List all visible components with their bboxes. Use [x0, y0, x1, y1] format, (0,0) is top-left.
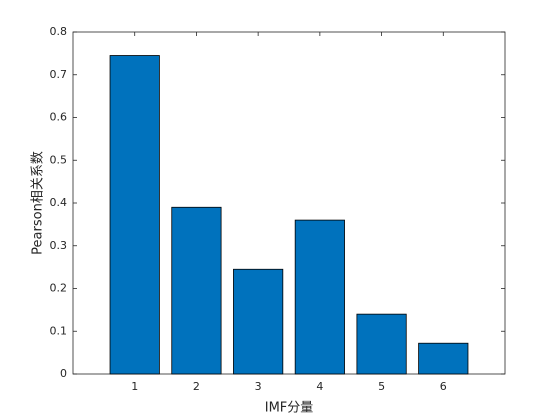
x-axis-label: IMF分量: [265, 401, 314, 416]
y-tick-label: 0.8: [50, 25, 68, 38]
y-tick-label: 0.3: [50, 239, 68, 252]
x-tick-label: 1: [131, 380, 138, 393]
y-tick-label: 0.2: [50, 282, 68, 295]
bar: [109, 55, 160, 375]
y-tick-label: 0.6: [50, 111, 68, 124]
y-tick-label: 0: [60, 367, 67, 380]
bar: [356, 313, 407, 375]
x-tick-label: 4: [316, 380, 323, 393]
x-tick-label: 3: [255, 380, 262, 393]
bar: [418, 342, 469, 375]
y-tick-label: 0.5: [50, 153, 68, 166]
y-axis-label: Pearson相关系数: [31, 151, 46, 255]
y-tick-label: 0.7: [50, 68, 68, 81]
y-tick-label: 0.1: [50, 324, 68, 337]
bar: [171, 206, 222, 375]
bar: [233, 268, 284, 375]
x-tick-label: 6: [440, 380, 447, 393]
x-tick-label: 2: [193, 380, 200, 393]
bar: [294, 219, 345, 375]
y-tick-label: 0.4: [50, 196, 68, 209]
x-tick-label: 5: [378, 380, 385, 393]
